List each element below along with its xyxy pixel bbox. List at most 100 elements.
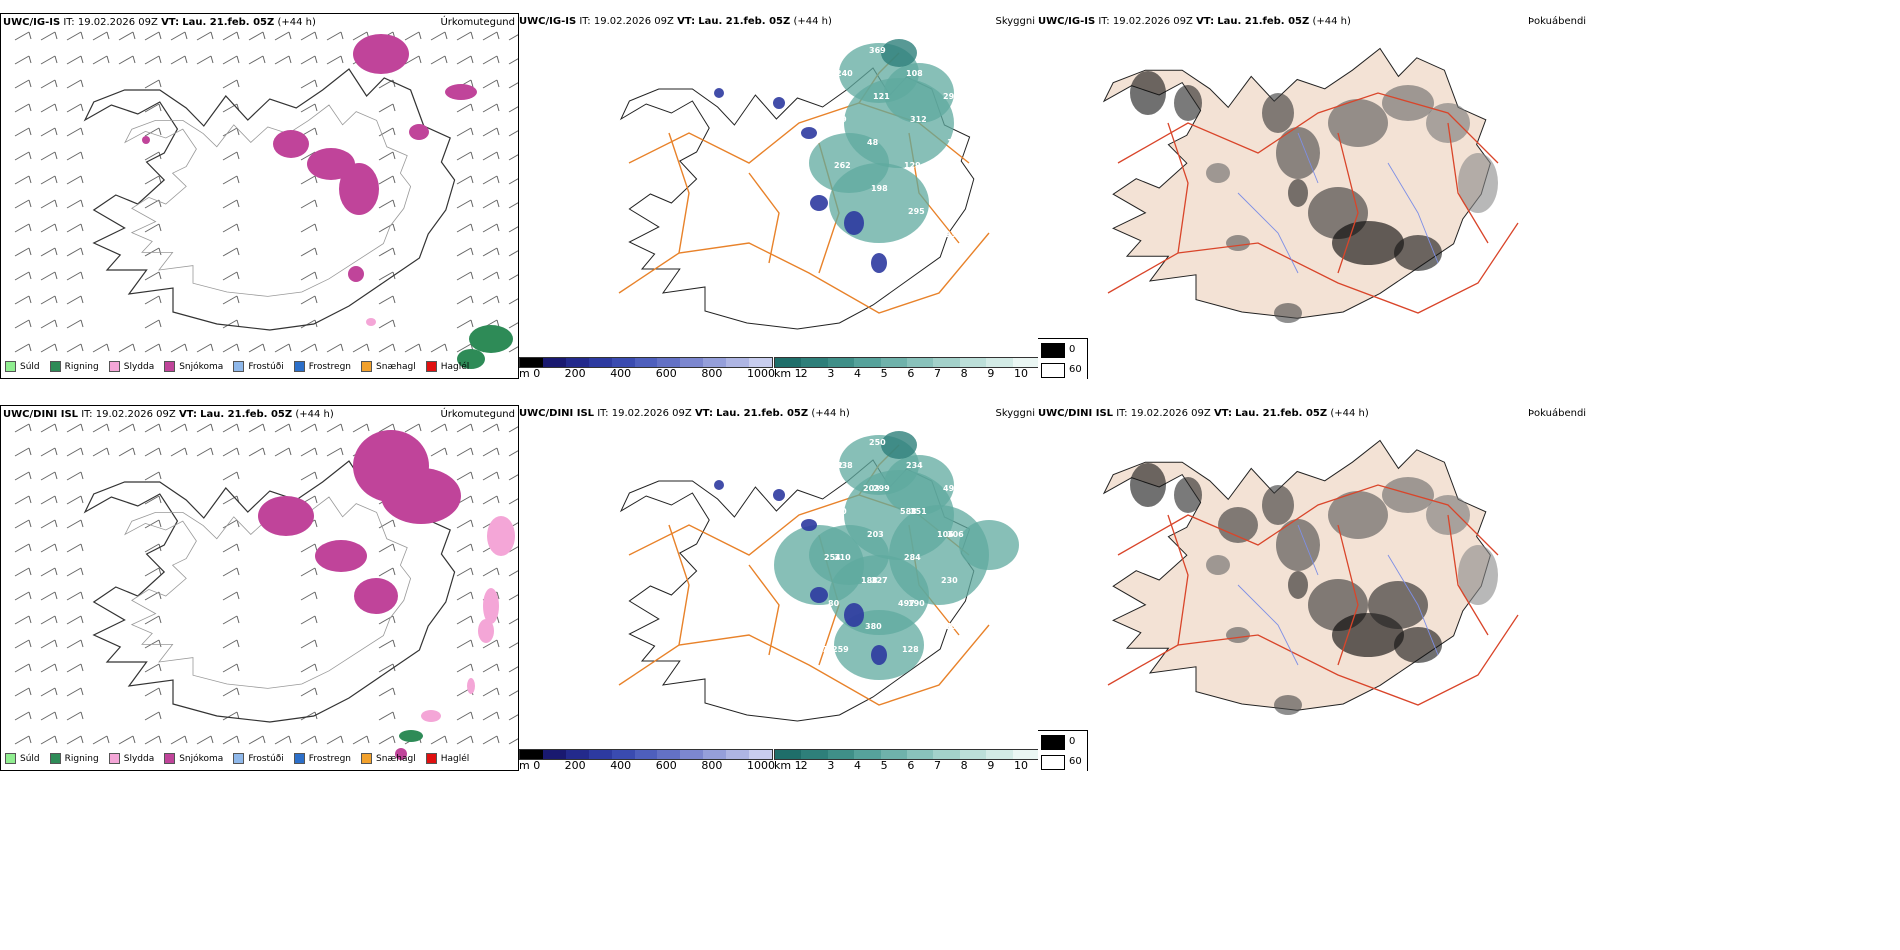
colorbar-tick: 10 (1014, 367, 1028, 379)
cloudbase-label: 80 (828, 599, 840, 608)
legend-swatch (49, 361, 61, 372)
cloudbase-label: 209 (830, 115, 847, 124)
colorbar-tick: 3 (827, 367, 835, 379)
legend-swatch (293, 753, 305, 764)
legend-swatch (293, 361, 305, 372)
legend-swatch (425, 753, 437, 764)
colorbar-tick: 3 (827, 759, 835, 771)
legend-swatch (108, 753, 120, 764)
legend-item-haglél: Haglél (425, 361, 470, 372)
cloudbase-label: 230 (830, 507, 847, 516)
cloudbase-label: 234 (906, 461, 923, 470)
cloudbase-label: 188 (861, 576, 878, 585)
cloudbase-label: 254 (824, 553, 841, 562)
colorbar-tick: 800 (701, 367, 723, 379)
legend-label: Frostúði (248, 361, 284, 372)
colorbar-tick: 8 (960, 759, 968, 771)
panel-title: Þokuábendi (1528, 16, 1587, 27)
cloudbase-label: 588 (900, 507, 917, 516)
panel-title: Úrkomutegund (440, 17, 515, 28)
fog-label-60: 60 (1069, 756, 1082, 767)
cloudbase-label: 128 (902, 645, 919, 654)
legend-swatch (5, 361, 16, 372)
legend-item-rigning: Rigning (49, 361, 99, 372)
iceland-map-fog-row1 (1102, 47, 1519, 323)
legend-item-frostregn: Frostregn (293, 753, 351, 764)
colorbar-tick: 600 (655, 759, 677, 771)
legend-label: Snjókoma (179, 361, 224, 372)
cloudbase-label: 198 (871, 184, 888, 193)
legend-item-snæhagl: Snæhagl (361, 361, 416, 372)
cloudbase-label: 230 (941, 576, 958, 585)
legend-label: Haglél (440, 361, 470, 372)
cloudbase-label: 351 (910, 507, 927, 516)
colorbar-tick: 4 (854, 367, 861, 379)
fog-swatch-0 (1041, 735, 1065, 750)
legend-label: Frostúði (248, 753, 284, 764)
colorbar-tick: 7 (934, 367, 941, 379)
panel-title: Skyggni (995, 16, 1035, 27)
legend-item-súld: Súld (5, 753, 40, 764)
legend-label: Slydda (123, 361, 155, 372)
fog-swatch-0 (1041, 343, 1065, 358)
colorbar-tick: 1000 (747, 759, 775, 771)
colorbar-tick: 200 (564, 367, 586, 379)
colorbar-tick: m 0 (519, 367, 541, 379)
legend-item-haglél: Haglél (425, 753, 470, 764)
legend-item-frostúði: Frostúði (233, 753, 284, 764)
colorbar-tick: 10 (1014, 759, 1028, 771)
cloudbase-label: 312 (910, 115, 927, 124)
legend-item-frostregn: Frostregn (293, 361, 351, 372)
colorbar-tick: 9 (987, 759, 995, 771)
panel-header: UWC/IG-IS IT: 19.02.2026 09Z VT: Lau. 21… (1038, 16, 1351, 27)
cloudbase-label: 497 (898, 599, 915, 608)
fog-label-0: 0 (1069, 344, 1076, 355)
cloudbase-label: 327 (871, 576, 888, 585)
fog-legend: 0 60 (1038, 730, 1088, 771)
legend-label: Rigning (64, 361, 99, 372)
cloudbase-label: 10 (947, 138, 959, 147)
legend-item-rigning: Rigning (49, 753, 99, 764)
cloudbase-label: 369 (869, 46, 886, 55)
legend-label: Snæhagl (376, 361, 416, 372)
fog-panel-row1: UWC/IG-IS IT: 19.02.2026 09Z VT: Lau. 21… (1038, 13, 1900, 379)
legend-label: Rigning (64, 753, 99, 764)
cloudbase-label: 306 (947, 530, 964, 539)
legend-swatch (425, 361, 437, 372)
legend-swatch (233, 361, 245, 372)
cloudbase-label: 121 (873, 92, 890, 101)
legend-item-frostúði: Frostúði (233, 361, 284, 372)
legend-label: Haglél (440, 753, 470, 764)
cloudbase-label: 108 (906, 69, 923, 78)
cloudbase-label: 193 (832, 253, 849, 262)
cloudbase-label: 338 (836, 461, 853, 470)
colorbar-cells (519, 749, 773, 760)
legend-label: Súld (20, 753, 40, 764)
cloudbase-label: 148 (935, 622, 952, 631)
panel-title: Þokuábendi (1528, 408, 1587, 419)
colorbar-tick: km 1 (774, 367, 802, 379)
iceland-map-fog-row2 (1102, 439, 1519, 715)
cloudbase-label: 259 (832, 645, 849, 654)
precip-type-panel-row2: UWC/DINI ISL IT: 19.02.2026 09Z VT: Lau.… (0, 405, 519, 771)
cloudbase-label: 129 (904, 161, 921, 170)
iceland-map-visibility-row1: 209 240 121 312 10 262 198 295 230 193 369 108 297 20… (618, 39, 990, 330)
legend-label: Súld (20, 361, 40, 372)
colorbar-cells (774, 357, 1038, 368)
cloudbase-label: 203 (863, 484, 880, 493)
precip-type-panel-row1: UWC/IG-IS IT: 19.02.2026 09Z VT: Lau. 21… (0, 13, 519, 379)
cloudbase-label: 48 (867, 138, 879, 147)
colorbar-tick: 7 (934, 759, 941, 771)
cloudbase-label: 230 (945, 230, 962, 239)
cloudbase-label: 310 (834, 553, 851, 562)
visibility-panel-row2: 438 338 299 351 306 310 327 190 302 259 250 234 496 2… (519, 405, 1038, 771)
cloudbase-label: 496 (943, 484, 960, 493)
colorbar-tick: 400 (610, 759, 632, 771)
colorbar-tick: 6 (907, 367, 915, 379)
colorbar-tick: 2 (800, 759, 808, 771)
cloudbase-label: 295 (908, 207, 925, 216)
legend-item-súld: Súld (5, 361, 40, 372)
legend-swatch (5, 753, 16, 764)
cloudbase-label: 284 (904, 553, 921, 562)
colorbar-tick: 6 (907, 759, 915, 771)
